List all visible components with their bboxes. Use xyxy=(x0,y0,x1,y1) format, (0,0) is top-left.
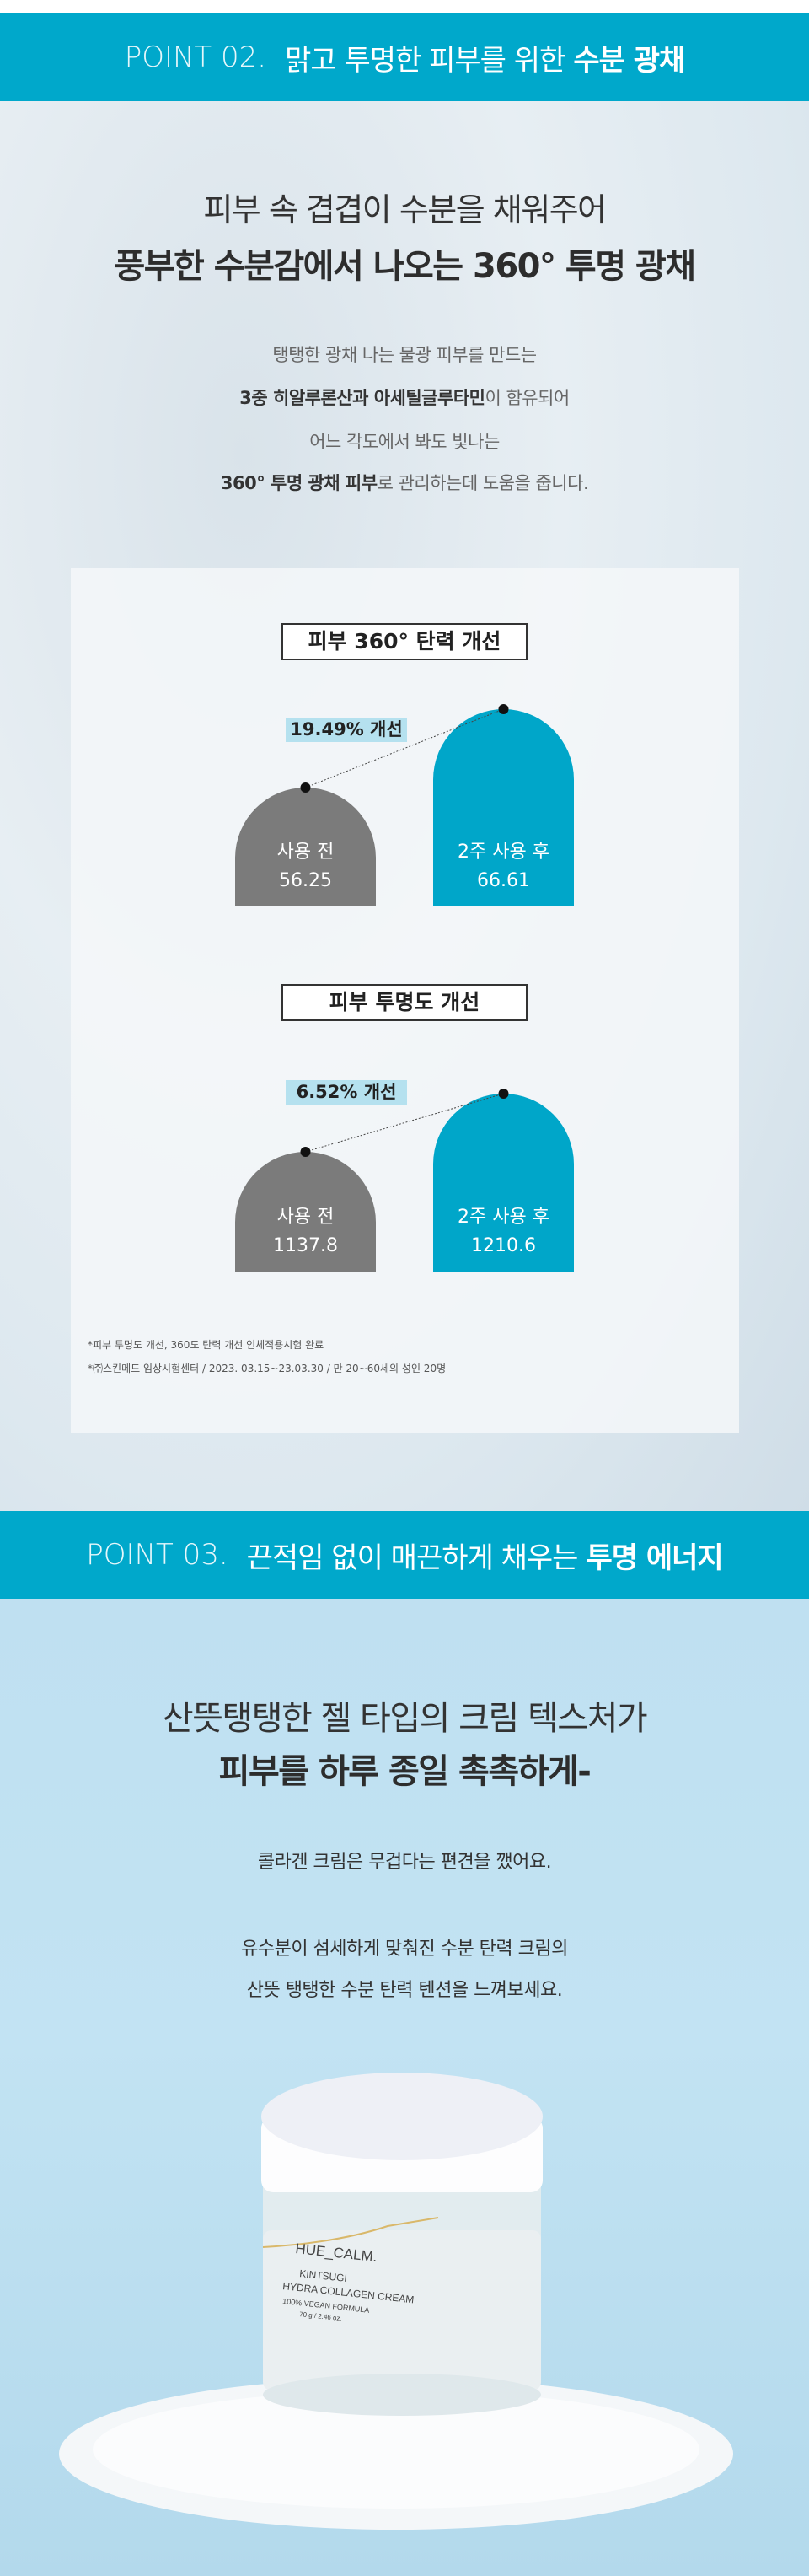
para-line: 유수분이 섬세하게 맞춰진 수분 탄력 크림의 xyxy=(241,1939,568,1960)
chart1-title: 피부 360° 탄력 개선 xyxy=(281,623,528,660)
chart1-point xyxy=(498,704,509,714)
chart1-svg: 사용 전 56.25 2주 사용 후 66.61 사용 전 1137.8 2주 사용 후 12… xyxy=(235,704,574,1272)
banner-bold: 투명 에너지 xyxy=(586,1541,723,1575)
chart1-category-label: 2주 사용 후 xyxy=(458,842,549,863)
para-line: 산뜻 탱탱한 수분 탄력 텐션을 느껴보세요. xyxy=(246,1980,563,2001)
footnote: *피부 투명도 개선, 360도 탄력 개선 인체적용시험 완료 xyxy=(88,1339,324,1351)
chart1-bar-after xyxy=(433,709,574,906)
banner-bold: 수분 광채 xyxy=(573,43,685,78)
heading-line1: 피부 속 겹겹이 수분을 채워주어 xyxy=(203,191,607,229)
para-line: 360° 투명 광채 피부로 관리하는데 도움을 줍니다. xyxy=(220,473,589,493)
chart1-point xyxy=(300,782,311,793)
chart1-category-label: 사용 전 xyxy=(277,842,335,863)
para-line: 탱탱한 광채 나는 물광 피부를 만드는 xyxy=(272,345,537,365)
point02-banner: POINT 02. 맑고 투명한 피부를 위한 수분 광채 xyxy=(0,13,809,101)
chart2-improvement-label: 6.52% 개선 xyxy=(286,1080,407,1105)
svg-text:KINTSUGI: KINTSUGI xyxy=(299,2267,348,2284)
chart1-bar-before xyxy=(235,788,376,906)
chart2-value-label: 1137.8 xyxy=(273,1235,338,1256)
banner-label: POINT 03. xyxy=(86,1538,228,1572)
para-line: 어느 각도에서 봐도 빛나는 xyxy=(309,432,500,452)
product-jar-image: HUE_CALM. KINTSUGI HYDRA COLLAGEN CREAM … xyxy=(59,2073,733,2530)
chart1-value-label: 66.61 xyxy=(477,870,530,891)
heading-line2: 피부를 하루 종일 촉촉하게- xyxy=(218,1752,592,1791)
para-line: 콜라겐 크림은 무겁다는 편견을 깼어요. xyxy=(257,1852,552,1873)
chart2-category-label: 2주 사용 후 xyxy=(458,1207,549,1228)
heading-line1: 산뜻탱탱한 젤 타입의 크림 텍스처가 xyxy=(162,1699,648,1738)
chart2-point xyxy=(300,1147,311,1157)
heading-line2: 풍부한 수분감에서 나오는 360° 투명 광채 xyxy=(114,247,696,286)
chart2-trend-line xyxy=(305,1093,504,1153)
chart1-improvement-label: 19.49% 개선 xyxy=(286,718,407,742)
banner-label: POINT 02. xyxy=(124,40,267,74)
chart2-value-label: 1210.6 xyxy=(471,1235,536,1256)
banner-text: 맑고 투명한 피부를 위한 xyxy=(285,43,565,78)
chart2-point xyxy=(498,1089,509,1099)
point03-banner: POINT 03. 끈적임 없이 매끈하게 채우는 투명 에너지 xyxy=(0,1511,809,1599)
banner-text: 끈적임 없이 매끈하게 채우는 xyxy=(246,1541,579,1575)
chart2-bar-after xyxy=(433,1094,574,1272)
top-strip xyxy=(0,0,809,13)
chart1-value-label: 56.25 xyxy=(279,870,332,891)
footnote: *㈜스킨메드 임상시험센터 / 2023. 03.15~23.03.30 / 만… xyxy=(88,1363,447,1374)
chart2-category-label: 사용 전 xyxy=(277,1207,335,1228)
chart2-bar-before xyxy=(235,1152,376,1272)
chart2-title: 피부 투명도 개선 xyxy=(281,984,528,1021)
para-line: 3중 히알루론산과 아세틸글루타민이 함유되어 xyxy=(239,388,570,408)
